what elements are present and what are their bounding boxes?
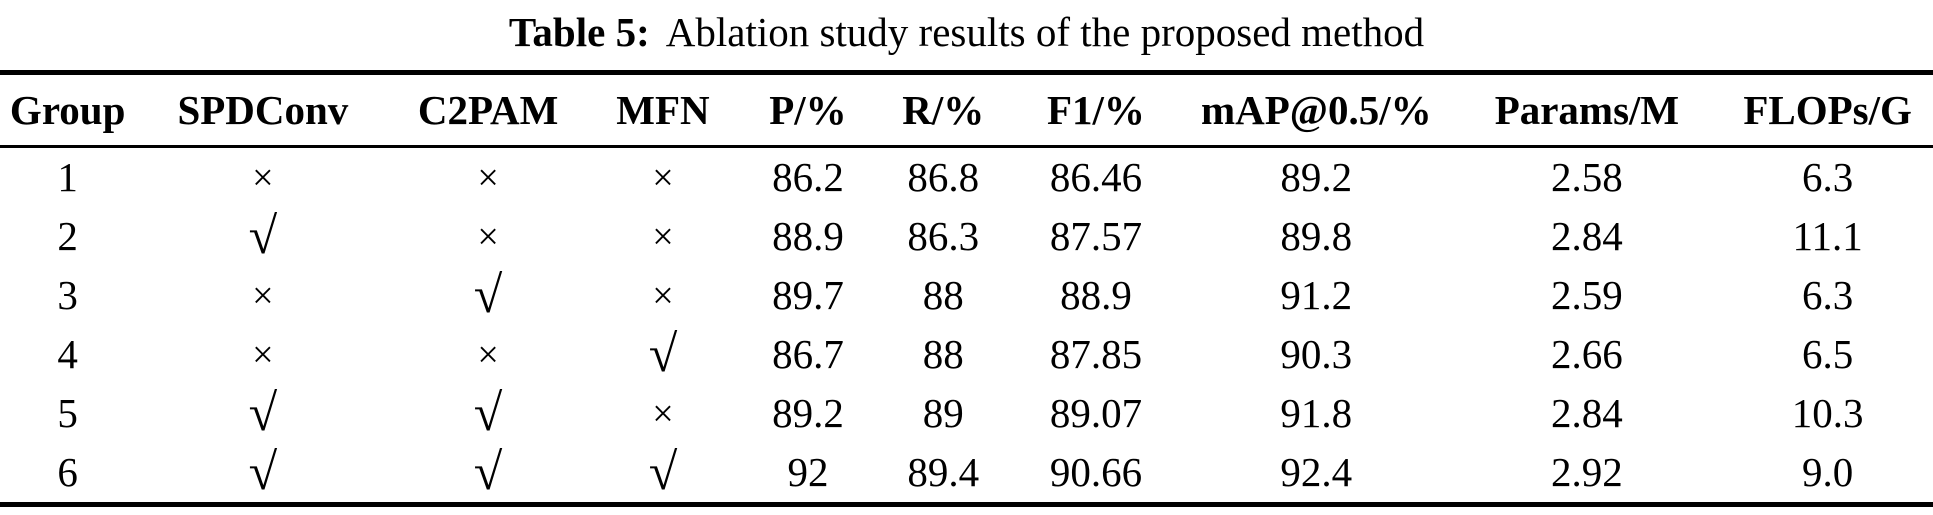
cell-flops: 6.3 [1801, 154, 1854, 200]
table-header: Group SPDConv C2PAM MFN P/% R/% F1/% mAP… [0, 72, 1933, 148]
cell-c2pam-mark: √ [473, 384, 503, 442]
cell-mfn-mark: √ [648, 325, 678, 383]
cell-f1: 90.66 [1049, 449, 1143, 495]
cell-params: 2.84 [1551, 390, 1623, 436]
cell-recall: 86.8 [907, 154, 980, 200]
cell-mfn-mark: √ [648, 443, 678, 501]
cell-flops: 6.5 [1801, 331, 1854, 377]
cell-mfn-mark: × [652, 274, 674, 317]
table-row: 2 √ × × 88.9 86.3 87.57 89.8 2.84 11.1 [0, 207, 1933, 266]
cell-spdconv-mark: × [252, 274, 274, 317]
cell-group: 3 [57, 272, 78, 318]
cell-precision: 92 [787, 449, 829, 495]
cell-map: 91.8 [1280, 390, 1353, 436]
table-row: 5 √ √ × 89.2 89 89.07 91.8 2.84 10.3 [0, 384, 1933, 443]
cell-group: 4 [57, 331, 78, 377]
column-header-params: Params/M [1451, 72, 1723, 148]
cell-group: 2 [57, 213, 78, 259]
cell-c2pam-mark: √ [473, 443, 503, 501]
cell-recall: 88 [922, 272, 964, 318]
cell-params: 2.59 [1551, 272, 1623, 318]
cell-map: 89.2 [1280, 154, 1353, 200]
table-row: 6 √ √ √ 92 89.4 90.66 92.4 2.92 9.0 [0, 443, 1933, 505]
cell-recall: 89.4 [907, 449, 980, 495]
column-header-c2pam: C2PAM [390, 72, 586, 148]
cell-precision: 89.2 [772, 390, 844, 436]
cell-map: 92.4 [1280, 449, 1353, 495]
cell-f1: 88.9 [1060, 272, 1132, 318]
cell-params: 2.58 [1551, 154, 1623, 200]
cell-flops: 6.3 [1801, 272, 1854, 318]
header-row: Group SPDConv C2PAM MFN P/% R/% F1/% mAP… [0, 72, 1933, 148]
cell-group: 6 [57, 449, 78, 495]
cell-f1: 87.85 [1049, 331, 1143, 377]
column-header-map: mAP@0.5/% [1180, 72, 1452, 148]
table-row: 4 × × √ 86.7 88 87.85 90.3 2.66 6.5 [0, 325, 1933, 384]
cell-precision: 86.2 [772, 154, 844, 200]
cell-precision: 86.7 [772, 331, 844, 377]
caption-label: Table 5: [508, 9, 650, 55]
cell-map: 90.3 [1280, 331, 1353, 377]
cell-params: 2.66 [1551, 331, 1623, 377]
cell-group: 1 [57, 154, 78, 200]
column-header-f1: F1/% [1010, 72, 1181, 148]
cell-mfn-mark: × [652, 215, 674, 258]
cell-precision: 88.9 [772, 213, 844, 259]
cell-recall: 89 [922, 390, 964, 436]
cell-precision: 89.7 [772, 272, 844, 318]
cell-flops: 10.3 [1791, 390, 1864, 436]
cell-c2pam-mark: × [477, 215, 499, 258]
cell-group: 5 [57, 390, 78, 436]
column-header-flops: FLOPs/G [1722, 72, 1933, 148]
cell-spdconv-mark: √ [248, 443, 278, 501]
cell-f1: 89.07 [1049, 390, 1143, 436]
column-header-group: Group [0, 72, 136, 148]
cell-recall: 88 [922, 331, 964, 377]
cell-mfn-mark: × [652, 392, 674, 435]
cell-f1: 86.46 [1049, 154, 1143, 200]
column-header-precision: P/% [740, 72, 876, 148]
cell-c2pam-mark: √ [473, 266, 503, 324]
column-header-recall: R/% [875, 72, 1011, 148]
cell-c2pam-mark: × [477, 156, 499, 199]
cell-flops: 11.1 [1792, 213, 1863, 259]
table-row: 3 × √ × 89.7 88 88.9 91.2 2.59 6.3 [0, 266, 1933, 325]
caption-text: Ablation study results of the proposed m… [665, 9, 1425, 55]
cell-spdconv-mark: √ [248, 384, 278, 442]
cell-spdconv-mark: × [252, 156, 274, 199]
cell-f1: 87.57 [1049, 213, 1143, 259]
cell-spdconv-mark: √ [248, 207, 278, 265]
cell-map: 91.2 [1280, 272, 1353, 318]
cell-flops: 9.0 [1801, 449, 1854, 495]
table-body: 1 × × × 86.2 86.8 86.46 89.2 2.58 6.3 2 … [0, 147, 1933, 505]
cell-c2pam-mark: × [477, 333, 499, 376]
ablation-table: Group SPDConv C2PAM MFN P/% R/% F1/% mAP… [0, 70, 1933, 507]
table-caption: Table 5: Ablation study results of the pr… [0, 8, 1933, 57]
cell-params: 2.92 [1551, 449, 1623, 495]
cell-map: 89.8 [1280, 213, 1353, 259]
cell-recall: 86.3 [907, 213, 980, 259]
cell-params: 2.84 [1551, 213, 1623, 259]
table-row: 1 × × × 86.2 86.8 86.46 89.2 2.58 6.3 [0, 147, 1933, 208]
cell-spdconv-mark: × [252, 333, 274, 376]
cell-mfn-mark: × [652, 156, 674, 199]
column-header-spdconv: SPDConv [135, 72, 391, 148]
column-header-mfn: MFN [585, 72, 741, 148]
